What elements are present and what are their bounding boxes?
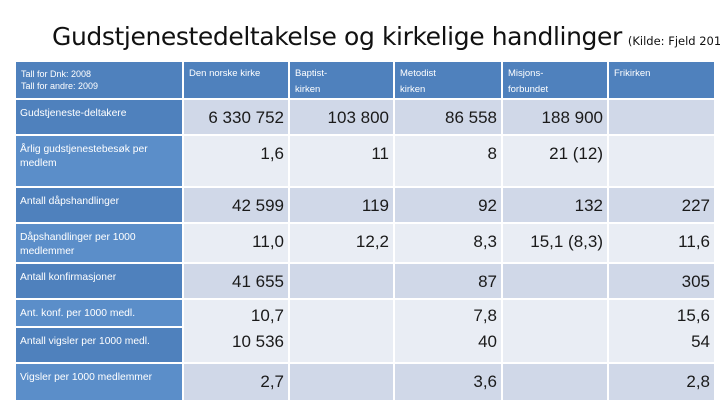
value-r2-misjon: 21 (12) bbox=[549, 144, 603, 163]
value-r2-dnk: 1,6 bbox=[260, 144, 284, 163]
cell-r1-baptist: 103 800 bbox=[290, 100, 393, 134]
cell-r2-baptist: 11 bbox=[290, 136, 393, 186]
value-r5-dnk: 41 655 bbox=[232, 272, 284, 291]
cell-r5-metodist: 87 bbox=[395, 264, 501, 298]
cell-r3-baptist: 119 bbox=[290, 188, 393, 222]
cell-r5-dnk: 41 655 bbox=[184, 264, 288, 298]
value-r6-metodist: 7,8 bbox=[473, 306, 497, 325]
cell-r8-baptist bbox=[290, 364, 393, 400]
value-r5-frikirken: 305 bbox=[681, 272, 710, 291]
value-r3-metodist: 92 bbox=[478, 196, 497, 215]
header-misjon: Misjons- forbundet bbox=[503, 62, 607, 98]
cell-r4-metodist: 8,3 bbox=[395, 224, 501, 262]
cell-r8-metodist: 3,6 bbox=[395, 364, 501, 400]
row-label-gudstjenestedeltakere: Gudstjeneste-deltakere bbox=[16, 100, 182, 134]
row-label-vigsler-per-1000: Vigsler per 1000 medlemmer bbox=[16, 364, 182, 400]
corner-line-2: Tall for andre: 2009 bbox=[21, 81, 99, 91]
value-r7-dnk: 10 536 bbox=[232, 332, 284, 351]
cell-r6r7-metodist: 7,8 40 bbox=[395, 300, 501, 362]
value-r4-baptist: 12,2 bbox=[355, 232, 389, 251]
cell-r3-misjon: 132 bbox=[503, 188, 607, 222]
value-r1-misjon: 188 900 bbox=[541, 108, 603, 127]
value-r7-metodist: 40 bbox=[478, 332, 497, 351]
value-r6-frikirken: 15,6 bbox=[676, 306, 710, 325]
value-r1-metodist: 86 558 bbox=[445, 108, 497, 127]
cell-r8-dnk: 2,7 bbox=[184, 364, 288, 400]
row-label-vigsler-antall: Antall vigsler per 1000 medl. bbox=[16, 328, 182, 362]
value-r4-misjon: 15,1 (8,3) bbox=[530, 232, 603, 251]
row-label-konf-per-1000: Ant. konf. per 1000 medl. bbox=[16, 300, 182, 326]
corner-line-1: Tall for Dnk: 2008 bbox=[21, 69, 92, 79]
cell-r6r7-baptist bbox=[290, 300, 393, 362]
header-dnk-label: Den norske kirke bbox=[189, 68, 261, 79]
value-r2-baptist: 11 bbox=[371, 144, 389, 163]
row-label-gudstjenestebesok: Årlig gudstjenestebesøk per medlem bbox=[16, 136, 182, 186]
cell-r3-frikirken: 227 bbox=[609, 188, 714, 222]
cell-r5-baptist bbox=[290, 264, 393, 298]
cell-r2-dnk: 1,6 bbox=[184, 136, 288, 186]
row-label-antall-dapshandlinger: Antall dåpshandlinger bbox=[16, 188, 182, 222]
header-metodist-line-2: kirken bbox=[400, 84, 426, 95]
value-r7-frikirken: 54 bbox=[691, 332, 710, 351]
header-baptist-line-1: Baptist- bbox=[295, 68, 328, 79]
header-frikirken: Frikirken bbox=[609, 62, 714, 98]
value-r2-metodist: 8 bbox=[487, 144, 497, 163]
cell-r6r7-misjon bbox=[503, 300, 607, 362]
row-label-antall-konfirmasjoner: Antall konfirmasjoner bbox=[16, 264, 182, 298]
cell-r1-metodist: 86 558 bbox=[395, 100, 501, 134]
header-metodist: Metodist kirken bbox=[395, 62, 501, 98]
value-r4-frikirken: 11,6 bbox=[678, 232, 710, 251]
cell-r3-dnk: 42 599 bbox=[184, 188, 288, 222]
value-r8-frikirken: 2,8 bbox=[686, 372, 710, 391]
cell-r4-misjon: 15,1 (8,3) bbox=[503, 224, 607, 262]
header-dnk: Den norske kirke bbox=[184, 62, 288, 98]
cell-r2-metodist: 8 bbox=[395, 136, 501, 186]
cell-r8-misjon bbox=[503, 364, 607, 400]
statistics-table: Tall for Dnk: 2008 Tall for andre: 2009 … bbox=[16, 62, 714, 400]
value-r4-dnk: 11,0 bbox=[252, 232, 284, 251]
header-misjon-line-1: Misjons- bbox=[508, 68, 544, 79]
value-r6-dnk: 10,7 bbox=[250, 306, 284, 325]
value-r5-metodist: 87 bbox=[478, 272, 497, 291]
value-r3-frikirken: 227 bbox=[681, 196, 710, 215]
value-r8-dnk: 2,7 bbox=[260, 372, 284, 391]
cell-r5-misjon bbox=[503, 264, 607, 298]
page-title: Gudstjenestedeltakelse og kirkelige hand… bbox=[52, 22, 720, 51]
cell-r3-metodist: 92 bbox=[395, 188, 501, 222]
header-misjon-line-2: forbundet bbox=[508, 84, 549, 95]
cell-r1-frikirken bbox=[609, 100, 714, 134]
cell-r8-frikirken: 2,8 bbox=[609, 364, 714, 400]
value-r3-dnk: 42 599 bbox=[232, 196, 284, 215]
source-note: (Kilde: Fjeld 2012) bbox=[627, 34, 720, 48]
cell-r1-misjon: 188 900 bbox=[503, 100, 607, 134]
value-r8-metodist: 3,6 bbox=[473, 372, 497, 391]
header-metodist-line-1: Metodist bbox=[400, 68, 436, 79]
cell-r2-misjon: 21 (12) bbox=[503, 136, 607, 186]
header-baptist: Baptist- kirken bbox=[290, 62, 393, 98]
value-r1-dnk: 6 330 752 bbox=[208, 108, 284, 127]
value-r3-misjon: 132 bbox=[574, 196, 603, 215]
cell-r4-baptist: 12,2 bbox=[290, 224, 393, 262]
header-frikirken-label: Frikirken bbox=[614, 68, 651, 79]
value-r1-baptist: 103 800 bbox=[327, 108, 389, 127]
header-baptist-line-2: kirken bbox=[295, 84, 321, 95]
title-text: Gudstjenestedeltakelse og kirkelige hand… bbox=[52, 22, 622, 51]
cell-r5-frikirken: 305 bbox=[609, 264, 714, 298]
cell-r4-frikirken: 11,6 bbox=[609, 224, 714, 262]
value-r3-baptist: 119 bbox=[361, 196, 389, 215]
cell-r4-dnk: 11,0 bbox=[184, 224, 288, 262]
row-label-dapshandlinger-per-1000: Dåpshandlinger per 1000 medlemmer bbox=[16, 224, 182, 262]
cell-r1-dnk: 6 330 752 bbox=[184, 100, 288, 134]
value-r4-metodist: 8,3 bbox=[473, 232, 497, 251]
cell-r2-frikirken bbox=[609, 136, 714, 186]
cell-r6r7-dnk: 10,7 10 536 bbox=[184, 300, 288, 362]
cell-r6r7-frikirken: 15,6 54 bbox=[609, 300, 714, 362]
header-corner: Tall for Dnk: 2008 Tall for andre: 2009 bbox=[16, 62, 182, 98]
